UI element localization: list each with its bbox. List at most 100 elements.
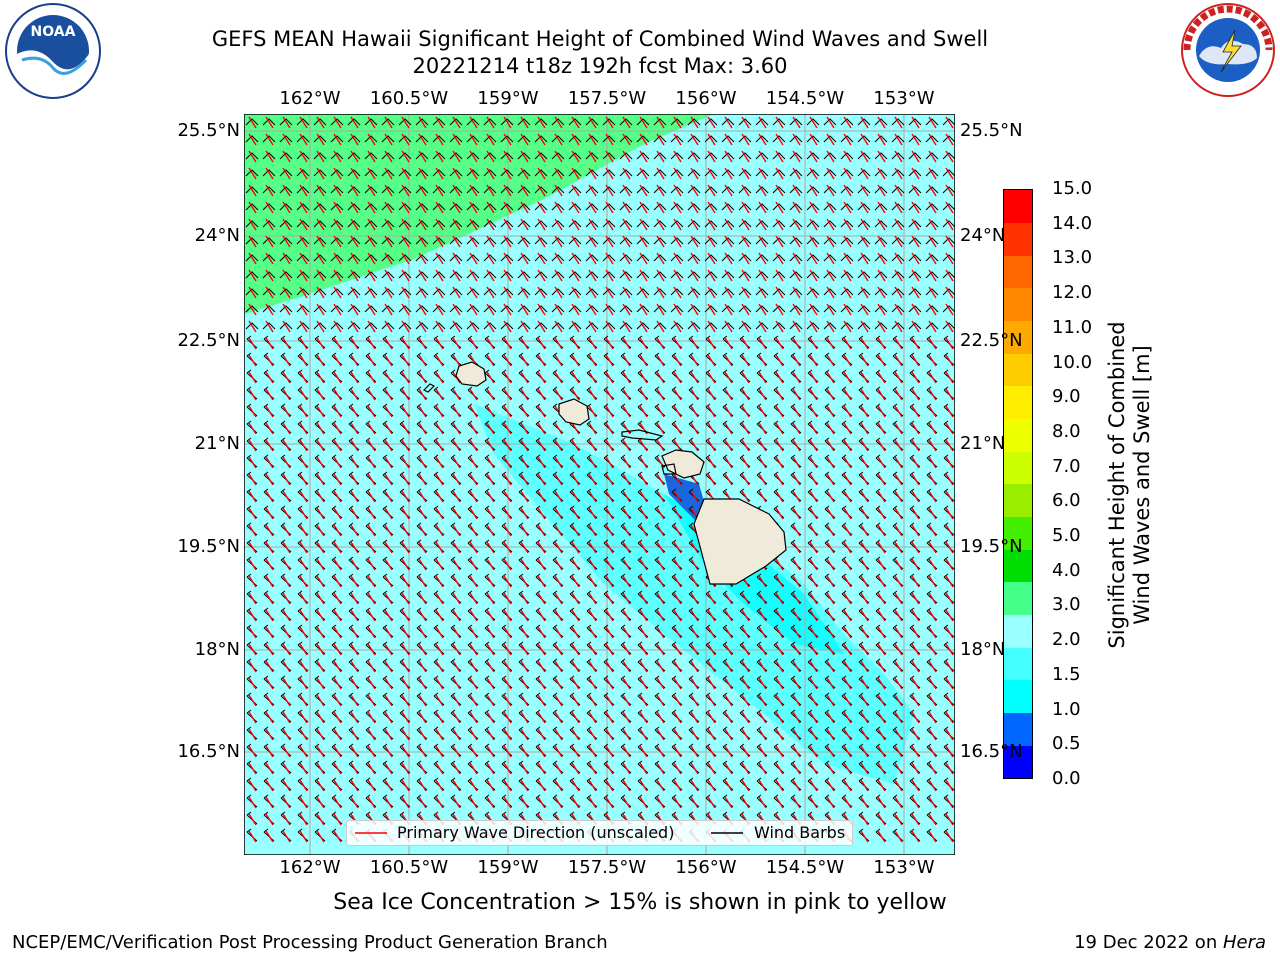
wave-direction-arrow bbox=[571, 201, 580, 214]
wave-direction-arrow bbox=[673, 218, 682, 231]
wave-direction-arrow bbox=[945, 796, 954, 809]
wave-direction-arrow bbox=[605, 218, 614, 231]
wave-direction-arrow bbox=[622, 694, 631, 707]
wave-direction-arrow bbox=[503, 252, 512, 265]
wave-direction-arrow bbox=[945, 473, 954, 486]
wave-direction-arrow bbox=[265, 201, 274, 214]
wave-direction-arrow bbox=[401, 167, 410, 180]
map-subtitle: 20221214 t18z 192h fcst Max: 3.60 bbox=[412, 54, 788, 78]
wave-direction-arrow bbox=[435, 201, 444, 214]
wave-direction-arrow bbox=[316, 116, 325, 129]
wave-direction-arrow bbox=[656, 422, 665, 435]
wave-direction-arrow bbox=[282, 422, 291, 435]
wave-direction-arrow bbox=[367, 507, 376, 520]
wind-barb bbox=[721, 186, 735, 194]
wave-direction-arrow bbox=[401, 490, 410, 503]
wave-direction-arrow bbox=[384, 269, 393, 282]
wave-direction-arrow bbox=[860, 762, 869, 775]
wave-direction-arrow bbox=[843, 116, 852, 129]
wave-direction-arrow bbox=[707, 354, 716, 367]
wave-direction-arrow bbox=[673, 201, 682, 214]
wave-direction-arrow bbox=[571, 354, 580, 367]
wind-barb bbox=[874, 186, 888, 194]
wave-direction-arrow bbox=[503, 507, 512, 520]
wave-direction-arrow bbox=[435, 643, 444, 656]
wind-barb bbox=[245, 186, 259, 194]
wave-direction-arrow bbox=[537, 609, 546, 622]
wave-direction-arrow bbox=[588, 694, 597, 707]
wind-barb bbox=[296, 237, 310, 245]
wind-barb bbox=[415, 322, 429, 330]
wave-direction-arrow bbox=[758, 371, 767, 384]
wind-barb bbox=[704, 220, 718, 228]
wave-direction-arrow bbox=[792, 541, 801, 554]
wave-direction-arrow bbox=[605, 490, 614, 503]
wave-direction-arrow bbox=[486, 116, 495, 129]
wind-barb bbox=[347, 322, 361, 330]
wave-direction-arrow bbox=[911, 558, 920, 571]
wave-direction-arrow bbox=[673, 388, 682, 401]
wave-direction-arrow bbox=[622, 779, 631, 792]
wave-direction-arrow bbox=[860, 592, 869, 605]
wave-direction-arrow bbox=[265, 320, 274, 333]
wind-barb bbox=[330, 305, 344, 313]
wave-direction-arrow bbox=[367, 303, 376, 316]
wave-direction-arrow bbox=[758, 337, 767, 350]
wind-barb bbox=[279, 254, 293, 262]
lon-tick-bottom: 159°W bbox=[477, 857, 539, 878]
wave-direction-arrow bbox=[809, 796, 818, 809]
wave-direction-arrow bbox=[894, 116, 903, 129]
wind-barb bbox=[245, 271, 259, 279]
wave-direction-arrow bbox=[724, 201, 733, 214]
wave-direction-arrow bbox=[350, 711, 359, 724]
colorbar-segment bbox=[1004, 353, 1032, 387]
wave-direction-arrow bbox=[435, 456, 444, 469]
wind-barb bbox=[840, 254, 854, 262]
wave-direction-arrow bbox=[826, 269, 835, 282]
wave-direction-arrow bbox=[792, 388, 801, 401]
wave-direction-arrow bbox=[809, 779, 818, 792]
wave-direction-arrow bbox=[554, 133, 563, 146]
wave-direction-arrow bbox=[877, 677, 886, 690]
wind-barb bbox=[704, 322, 718, 330]
wave-direction-arrow bbox=[486, 456, 495, 469]
wave-direction-arrow bbox=[299, 286, 308, 299]
wave-direction-arrow bbox=[350, 558, 359, 571]
wave-direction-arrow bbox=[741, 796, 750, 809]
wave-direction-arrow bbox=[435, 167, 444, 180]
wave-direction-arrow bbox=[452, 167, 461, 180]
wave-direction-arrow bbox=[588, 133, 597, 146]
colorbar-segment bbox=[1004, 712, 1032, 746]
wind-barb bbox=[534, 203, 548, 211]
wave-direction-arrow bbox=[843, 490, 852, 503]
wave-direction-arrow bbox=[605, 116, 614, 129]
wave-direction-arrow bbox=[877, 167, 886, 180]
wind-barb bbox=[840, 169, 854, 177]
wind-barb bbox=[704, 118, 718, 126]
wave-direction-arrow bbox=[622, 558, 631, 571]
wave-direction-arrow bbox=[622, 541, 631, 554]
wave-direction-arrow bbox=[299, 575, 308, 588]
wave-direction-arrow bbox=[673, 592, 682, 605]
wave-direction-arrow bbox=[741, 184, 750, 197]
wave-direction-arrow bbox=[571, 524, 580, 537]
wind-barb bbox=[806, 135, 820, 143]
wave-direction-arrow bbox=[843, 252, 852, 265]
wave-direction-arrow bbox=[367, 201, 376, 214]
wave-direction-arrow bbox=[520, 252, 529, 265]
wave-direction-arrow bbox=[605, 201, 614, 214]
wave-direction-arrow bbox=[707, 592, 716, 605]
wave-direction-arrow bbox=[639, 677, 648, 690]
wave-direction-arrow bbox=[316, 507, 325, 520]
wind-barb bbox=[551, 322, 565, 330]
wave-direction-arrow bbox=[639, 252, 648, 265]
wave-direction-arrow bbox=[605, 371, 614, 384]
wind-barb bbox=[636, 305, 650, 313]
wave-direction-arrow bbox=[775, 286, 784, 299]
wave-direction-arrow bbox=[809, 575, 818, 588]
graticule bbox=[244, 114, 955, 855]
wave-direction-arrow bbox=[452, 218, 461, 231]
wind-barb bbox=[313, 322, 327, 330]
wave-direction-arrow bbox=[333, 252, 342, 265]
wave-direction-arrow bbox=[741, 490, 750, 503]
